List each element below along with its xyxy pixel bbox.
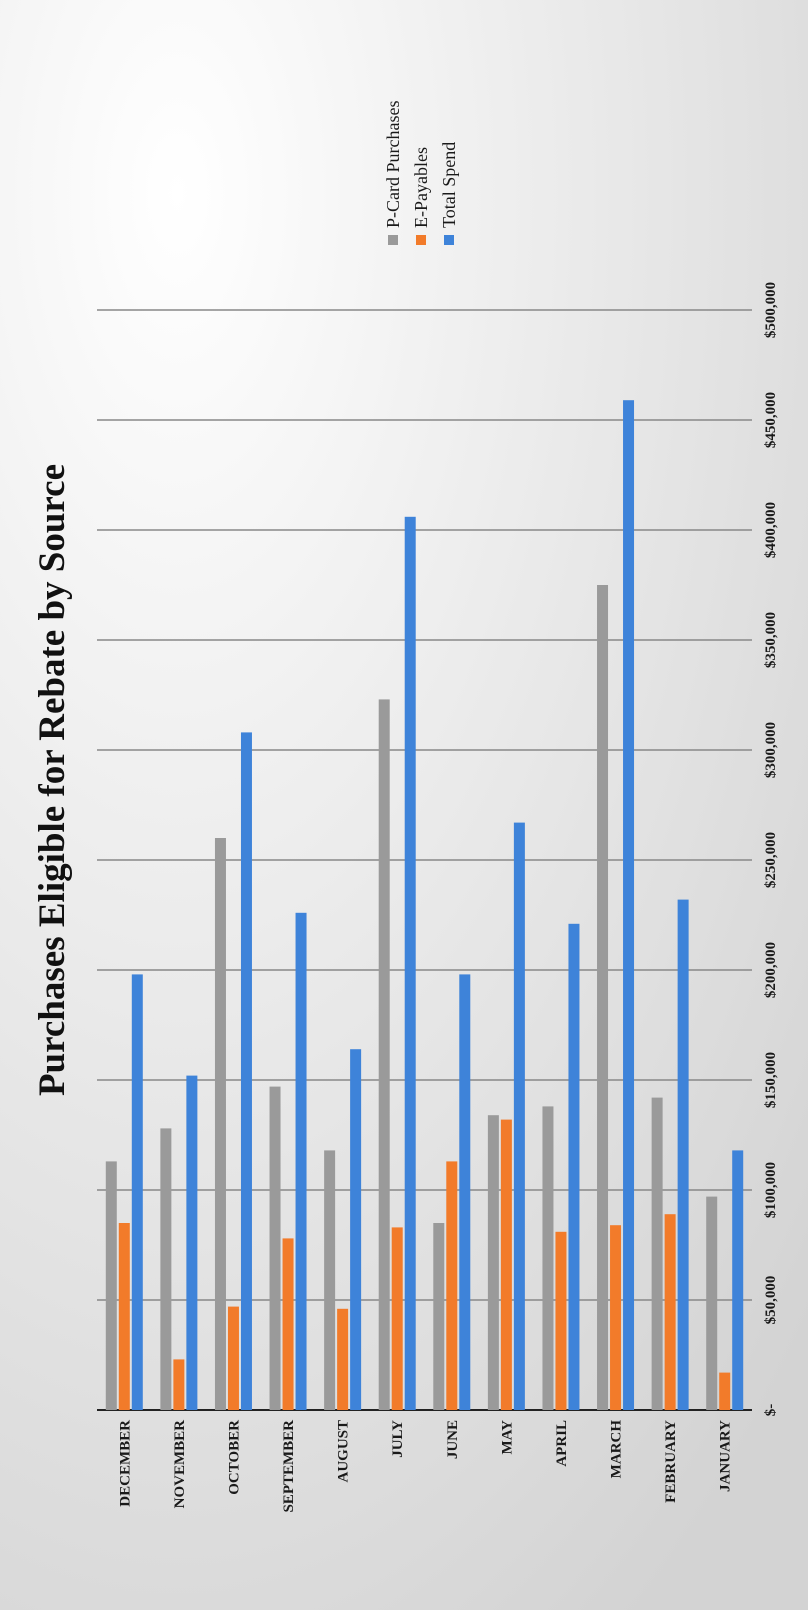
category-label: JULY bbox=[390, 1420, 406, 1458]
bar-p-card-purchases bbox=[487, 1115, 499, 1410]
bar-total-spend bbox=[240, 732, 252, 1410]
category-label: FEBRUARY bbox=[663, 1420, 679, 1503]
bar-p-card-purchases bbox=[324, 1150, 336, 1410]
value-tick-label: $400,000 bbox=[763, 502, 779, 558]
bar-e-payables bbox=[173, 1359, 185, 1410]
legend-label: Total Spend bbox=[439, 142, 459, 228]
value-tick-label: $- bbox=[763, 1404, 779, 1417]
bar-p-card-purchases bbox=[542, 1106, 554, 1410]
category-label: APRIL bbox=[554, 1420, 570, 1467]
bar-e-payables bbox=[446, 1161, 458, 1410]
category-label: MARCH bbox=[609, 1420, 625, 1479]
legend-swatch bbox=[444, 235, 454, 245]
bar-total-spend bbox=[677, 899, 689, 1410]
bar-p-card-purchases bbox=[433, 1223, 445, 1410]
bar-p-card-purchases bbox=[597, 585, 609, 1410]
value-tick-label: $200,000 bbox=[763, 942, 779, 998]
bar-total-spend bbox=[623, 400, 635, 1410]
category-label: AUGUST bbox=[336, 1420, 352, 1483]
value-tick-label: $250,000 bbox=[763, 832, 779, 888]
bar-total-spend bbox=[513, 822, 525, 1410]
category-labels: DECEMBER NOVEMBER OCTOBER SEPTEMBER AUGUST JU… bbox=[117, 1420, 733, 1513]
value-tick-label: $100,000 bbox=[763, 1162, 779, 1218]
value-tick-label: $450,000 bbox=[763, 392, 779, 448]
bar-e-payables bbox=[500, 1119, 512, 1410]
category-label: NOVEMBER bbox=[172, 1420, 188, 1509]
bar-total-spend bbox=[131, 974, 143, 1410]
bar-e-payables bbox=[282, 1238, 294, 1410]
legend-swatch bbox=[416, 235, 426, 245]
legend-label: E-Payables bbox=[411, 147, 431, 228]
bar-e-payables bbox=[337, 1308, 349, 1410]
bar-e-payables bbox=[719, 1372, 731, 1410]
legend-swatch bbox=[388, 235, 398, 245]
category-label: SEPTEMBER bbox=[281, 1420, 297, 1513]
bar-total-spend bbox=[186, 1075, 198, 1410]
bar-p-card-purchases bbox=[160, 1128, 172, 1410]
bar-e-payables bbox=[391, 1227, 403, 1410]
bar-p-card-purchases bbox=[378, 699, 390, 1410]
value-tick-label: $300,000 bbox=[763, 722, 779, 778]
value-tick-label: $50,000 bbox=[763, 1276, 779, 1325]
category-label: DECEMBER bbox=[117, 1420, 133, 1507]
bar-p-card-purchases bbox=[269, 1086, 281, 1410]
bars bbox=[105, 400, 744, 1410]
bar-e-payables bbox=[118, 1223, 130, 1410]
bar-p-card-purchases bbox=[105, 1161, 117, 1410]
bar-total-spend bbox=[732, 1150, 744, 1410]
value-tick-label: $350,000 bbox=[763, 612, 779, 668]
bar-p-card-purchases bbox=[706, 1196, 718, 1410]
gridlines bbox=[97, 309, 752, 1411]
bar-p-card-purchases bbox=[651, 1097, 663, 1410]
category-label: JANUARY bbox=[718, 1420, 734, 1492]
category-label: JUNE bbox=[445, 1420, 461, 1459]
bar-total-spend bbox=[568, 923, 580, 1410]
value-tick-labels: $- $50,000 $100,000 $150,000 $200,000 $250,00… bbox=[763, 282, 779, 1416]
bar-e-payables bbox=[664, 1214, 676, 1410]
bar-total-spend bbox=[295, 912, 307, 1410]
value-tick-label: $150,000 bbox=[763, 1052, 779, 1108]
bar-total-spend bbox=[459, 974, 471, 1410]
bar-e-payables bbox=[227, 1306, 239, 1410]
category-label: MAY bbox=[499, 1420, 515, 1455]
category-label: OCTOBER bbox=[226, 1420, 242, 1495]
legend-label: P-Card Purchases bbox=[383, 101, 403, 228]
bar-e-payables bbox=[610, 1225, 622, 1410]
bar-e-payables bbox=[555, 1231, 567, 1410]
bar-total-spend bbox=[404, 516, 416, 1410]
bar-p-card-purchases bbox=[214, 838, 226, 1410]
value-tick-label: $500,000 bbox=[763, 282, 779, 338]
chart-title: Purchases Eligible for Rebate by Source bbox=[32, 464, 73, 1096]
bar-total-spend bbox=[350, 1049, 362, 1410]
legend: P-Card Purchases E-Payables Total Spend bbox=[383, 101, 459, 245]
